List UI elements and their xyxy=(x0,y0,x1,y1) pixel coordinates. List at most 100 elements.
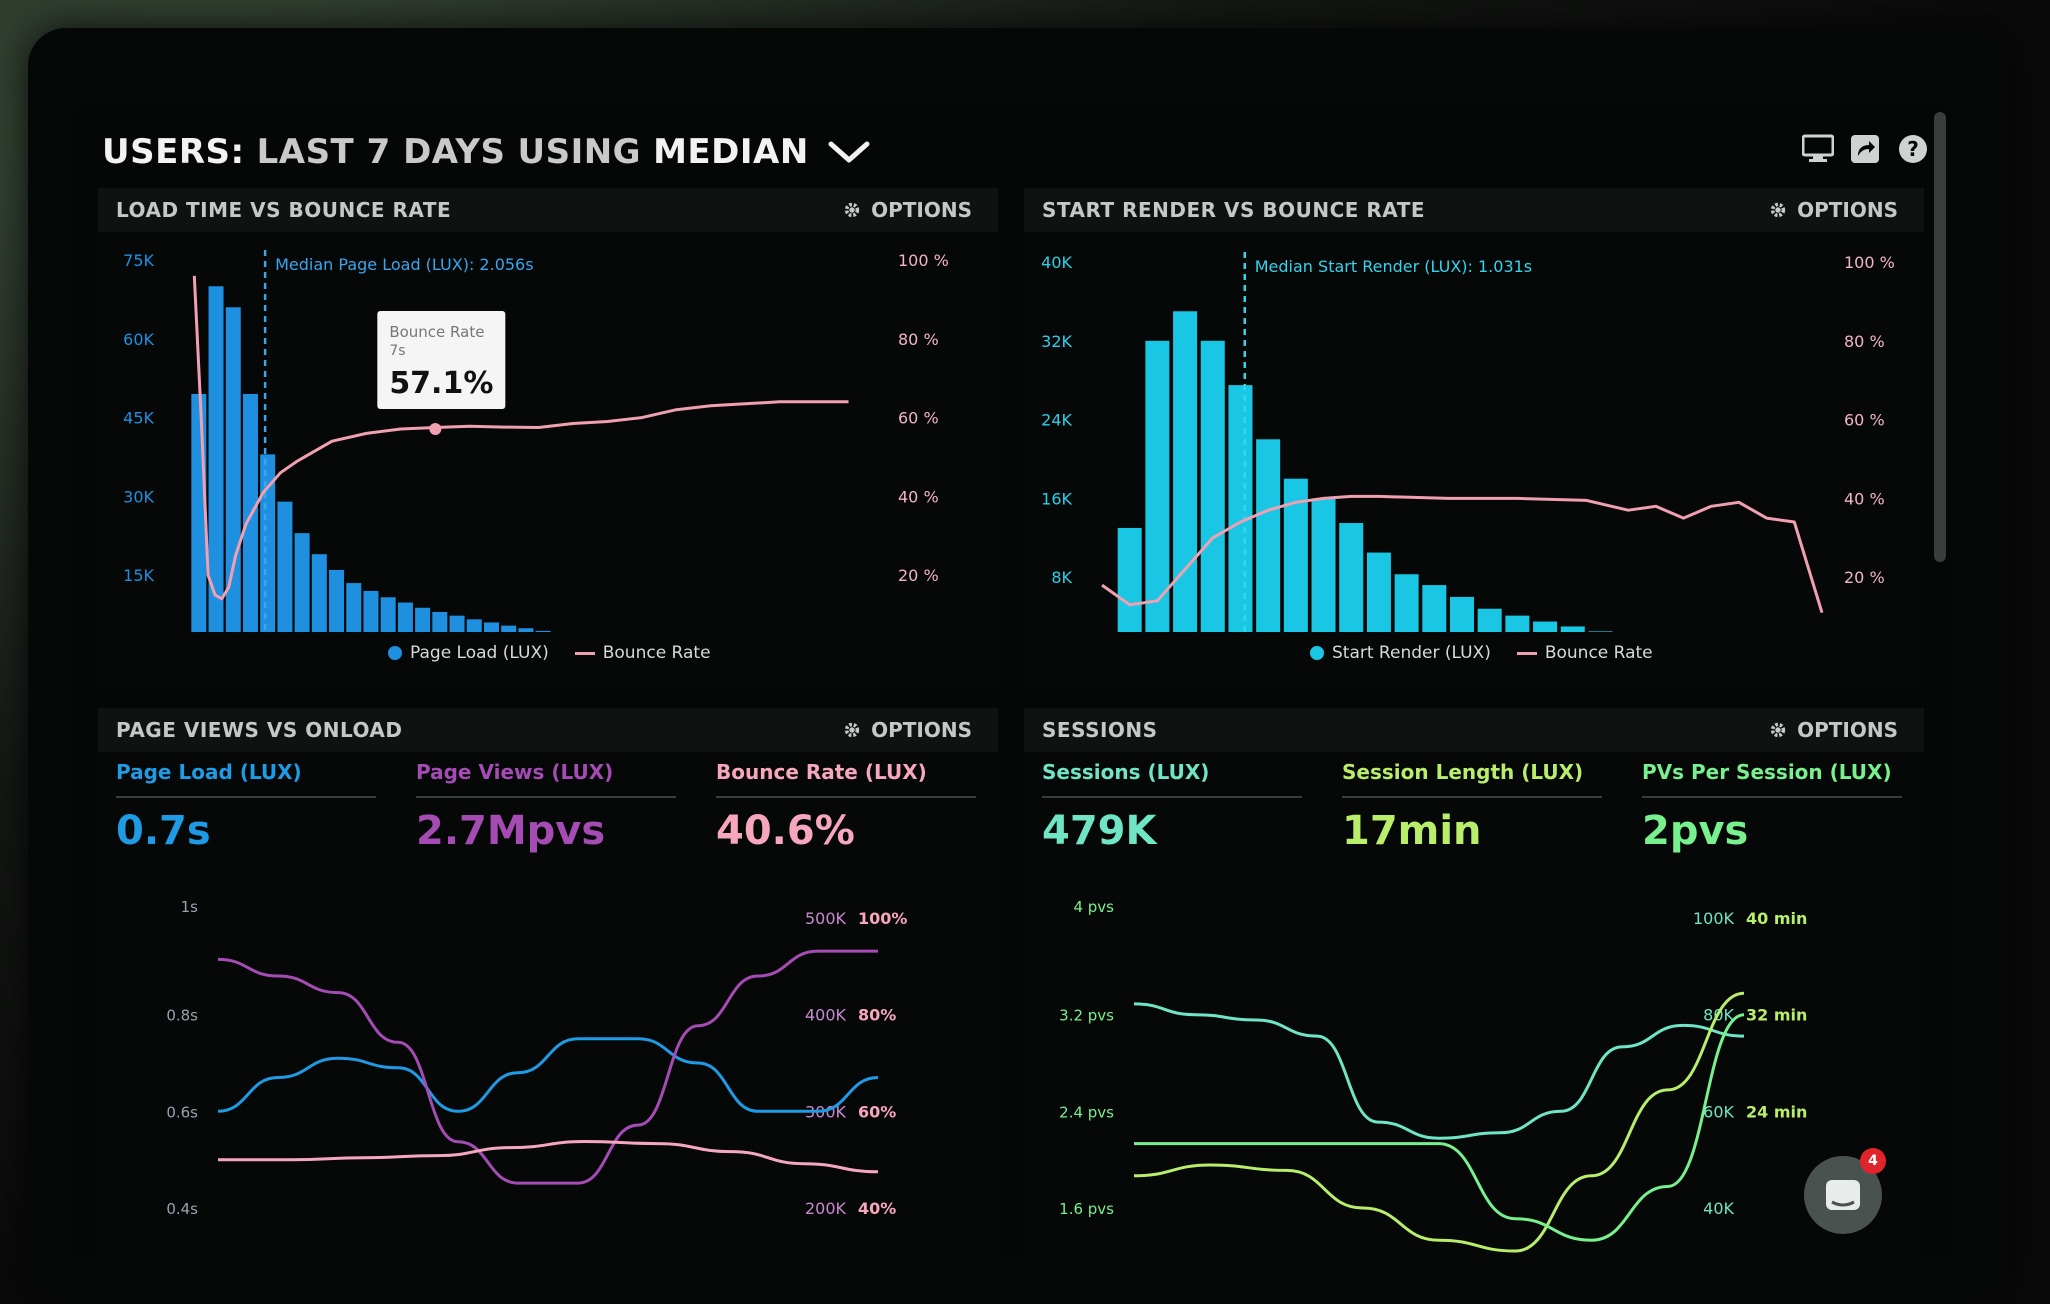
gear-icon xyxy=(844,202,860,218)
legend-label: Page Load (LUX) xyxy=(410,643,549,663)
options-label: OPTIONS xyxy=(871,198,972,222)
options-button[interactable]: OPTIONS xyxy=(1769,718,1898,742)
options-button[interactable]: OPTIONS xyxy=(843,198,972,222)
legend-item-bounce-rate[interactable]: Bounce Rate xyxy=(574,643,711,663)
bar xyxy=(535,630,551,632)
y-tick-label-right: 40 % xyxy=(898,487,939,506)
panel-sessions: SESSIONS OPTIONS Sessions (LUX) 479K Ses… xyxy=(1024,708,1924,1258)
load-time-chart: 015K30K45K60K75K0 %20 %40 %60 %80 %100 %… xyxy=(123,250,949,632)
panel-header: LOAD TIME VS BOUNCE RATE OPTIONS xyxy=(98,188,998,232)
metric-value: 17min xyxy=(1342,808,1482,854)
chevron-down-icon[interactable] xyxy=(827,138,871,166)
y-tick-label: 0.6s xyxy=(166,1103,198,1121)
monitor-icon[interactable] xyxy=(1801,134,1835,164)
scrollbar[interactable] xyxy=(1934,112,1946,562)
title-period: LAST 7 DAYS xyxy=(256,132,506,172)
metric-page-load[interactable]: Page Load (LUX) 0.7s xyxy=(116,760,376,854)
y-tick-label: 3.2 pvs xyxy=(1059,1007,1114,1025)
bar xyxy=(1311,498,1336,632)
bar xyxy=(483,622,499,632)
y-tick-label: 16K xyxy=(1041,489,1072,508)
y-tick-label-right: 40 min xyxy=(1746,909,1807,928)
y-tick-label: 1.6 pvs xyxy=(1059,1200,1114,1218)
bar xyxy=(1533,621,1558,632)
legend-line xyxy=(1516,651,1537,655)
bar xyxy=(329,569,345,632)
bar xyxy=(1394,574,1419,632)
legend-item-bounce-rate[interactable]: Bounce Rate xyxy=(1516,643,1653,663)
panel-load-time: LOAD TIME VS BOUNCE RATE OPTIONS 015K30K… xyxy=(98,188,998,688)
page-title[interactable]: USERS: LAST 7 DAYS USING MEDIAN xyxy=(102,122,871,182)
bar xyxy=(415,607,431,632)
chart-legend: Page Load (LUX) Bounce Rate xyxy=(388,643,711,663)
options-label: OPTIONS xyxy=(871,718,972,742)
y-tick-label-right: 60 % xyxy=(1844,411,1885,430)
metric-value: 0.7s xyxy=(116,808,211,854)
y-tick-label: 32K xyxy=(1041,332,1072,351)
legend-label: Bounce Rate xyxy=(602,643,711,663)
series-line xyxy=(1133,991,1745,1253)
tooltip-sub: 7s xyxy=(389,343,405,359)
series-line xyxy=(217,1037,879,1113)
legend-item-start-render[interactable]: Start Render (LUX) xyxy=(1310,643,1491,663)
y-tick-label-right: 80% xyxy=(858,1006,896,1025)
bar xyxy=(1145,340,1170,632)
metric-label: Page Load (LUX) xyxy=(116,760,376,798)
y-tick-label: 2.4 pvs xyxy=(1059,1103,1114,1121)
legend-label: Bounce Rate xyxy=(1544,643,1653,663)
y-tick-label: 1s xyxy=(181,898,199,916)
panel-header: START RENDER VS BOUNCE RATE OPTIONS xyxy=(1024,188,1924,232)
metric-label: PVs Per Session (LUX) xyxy=(1642,760,1902,798)
options-button[interactable]: OPTIONS xyxy=(1769,198,1898,222)
bar xyxy=(501,625,517,632)
tooltip-point xyxy=(429,423,442,436)
metric-bounce-rate[interactable]: Bounce Rate (LUX) 40.6% xyxy=(716,760,976,854)
bar xyxy=(311,554,327,632)
start-render-chart: 08K16K24K32K40K0 %20 %40 %60 %80 %100 %0… xyxy=(1041,252,1895,632)
tooltip-box xyxy=(377,311,506,410)
bar xyxy=(380,597,396,632)
help-icon[interactable]: ? xyxy=(1898,134,1928,164)
y-tick-label-mid: 200K xyxy=(805,1199,847,1218)
panel-title: PAGE VIEWS VS ONLOAD xyxy=(116,718,403,742)
bounce-rate-line xyxy=(192,275,849,601)
chat-icon xyxy=(1826,1180,1860,1210)
options-label: OPTIONS xyxy=(1797,718,1898,742)
chat-button[interactable]: 4 xyxy=(1804,1148,1886,1234)
metric-pvs-per-session[interactable]: PVs Per Session (LUX) 2pvs xyxy=(1642,760,1902,854)
median-label: Median Start Render (LUX): 1.031s xyxy=(1255,257,1532,276)
bar xyxy=(1173,311,1198,632)
panel-title: SESSIONS xyxy=(1042,718,1158,742)
metric-value: 2.7Mpvs xyxy=(416,808,606,854)
title-median: MEDIAN xyxy=(653,132,809,172)
share-icon[interactable] xyxy=(1850,134,1880,164)
bar xyxy=(1117,527,1142,632)
svg-text:?: ? xyxy=(1907,137,1919,161)
bar xyxy=(1588,631,1613,632)
bar xyxy=(1477,608,1502,632)
bar xyxy=(346,583,362,632)
options-button[interactable]: OPTIONS xyxy=(843,718,972,742)
y-tick-label-right: 24 min xyxy=(1746,1102,1807,1121)
bar xyxy=(518,628,534,632)
y-tick-label: 15K xyxy=(123,566,154,585)
title-using: USING xyxy=(517,132,642,172)
metric-page-views[interactable]: Page Views (LUX) 2.7Mpvs xyxy=(416,760,676,854)
y-tick-label: 24K xyxy=(1041,411,1072,430)
legend-dot xyxy=(388,646,402,660)
legend-item-page-load[interactable]: Page Load (LUX) xyxy=(388,643,549,663)
gear-icon xyxy=(1770,722,1786,738)
y-tick-label-right: 32 min xyxy=(1746,1006,1807,1025)
dashboard-screen: USERS: LAST 7 DAYS USING MEDIAN ? LOAD T… xyxy=(74,108,1950,1258)
y-tick-label-mid: 400K xyxy=(805,1006,847,1025)
y-tick-label-right: 80 % xyxy=(1844,332,1885,351)
metric-sessions[interactable]: Sessions (LUX) 479K xyxy=(1042,760,1302,854)
tooltip-value: 57.1% xyxy=(389,366,493,401)
legend-dot xyxy=(1310,646,1324,660)
bar xyxy=(260,454,276,632)
y-tick-label-right: 60% xyxy=(858,1102,896,1121)
bar xyxy=(277,501,293,632)
panel-header: SESSIONS OPTIONS xyxy=(1024,708,1924,752)
bounce-rate-line xyxy=(1101,494,1824,614)
metric-session-length[interactable]: Session Length (LUX) 17min xyxy=(1342,760,1602,854)
